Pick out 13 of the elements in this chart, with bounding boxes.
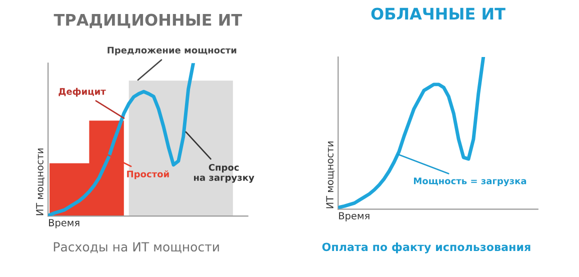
chart-title: ОБЛАЧНЫЕ ИТ: [371, 8, 506, 20]
y-axis-title: ИТ мощности: [36, 148, 45, 216]
annotation: Мощность = загрузка: [414, 178, 526, 186]
chart-title: ТРАДИЦИОННЫЕ ИТ: [54, 14, 242, 28]
x-axis-title: Время: [339, 212, 370, 222]
annotation: Дефицит: [58, 88, 106, 97]
text: Предложение мощности: [108, 46, 236, 56]
y-axis-title: ИТ мощности: [326, 142, 335, 208]
annotation: Спрос на загрузку: [194, 164, 254, 183]
annotation: Простой: [127, 170, 169, 180]
text: Расходы на ИТ мощности: [54, 242, 219, 254]
x-axis-title: Время: [49, 219, 80, 228]
text: Оплата по факту использования: [322, 242, 530, 254]
